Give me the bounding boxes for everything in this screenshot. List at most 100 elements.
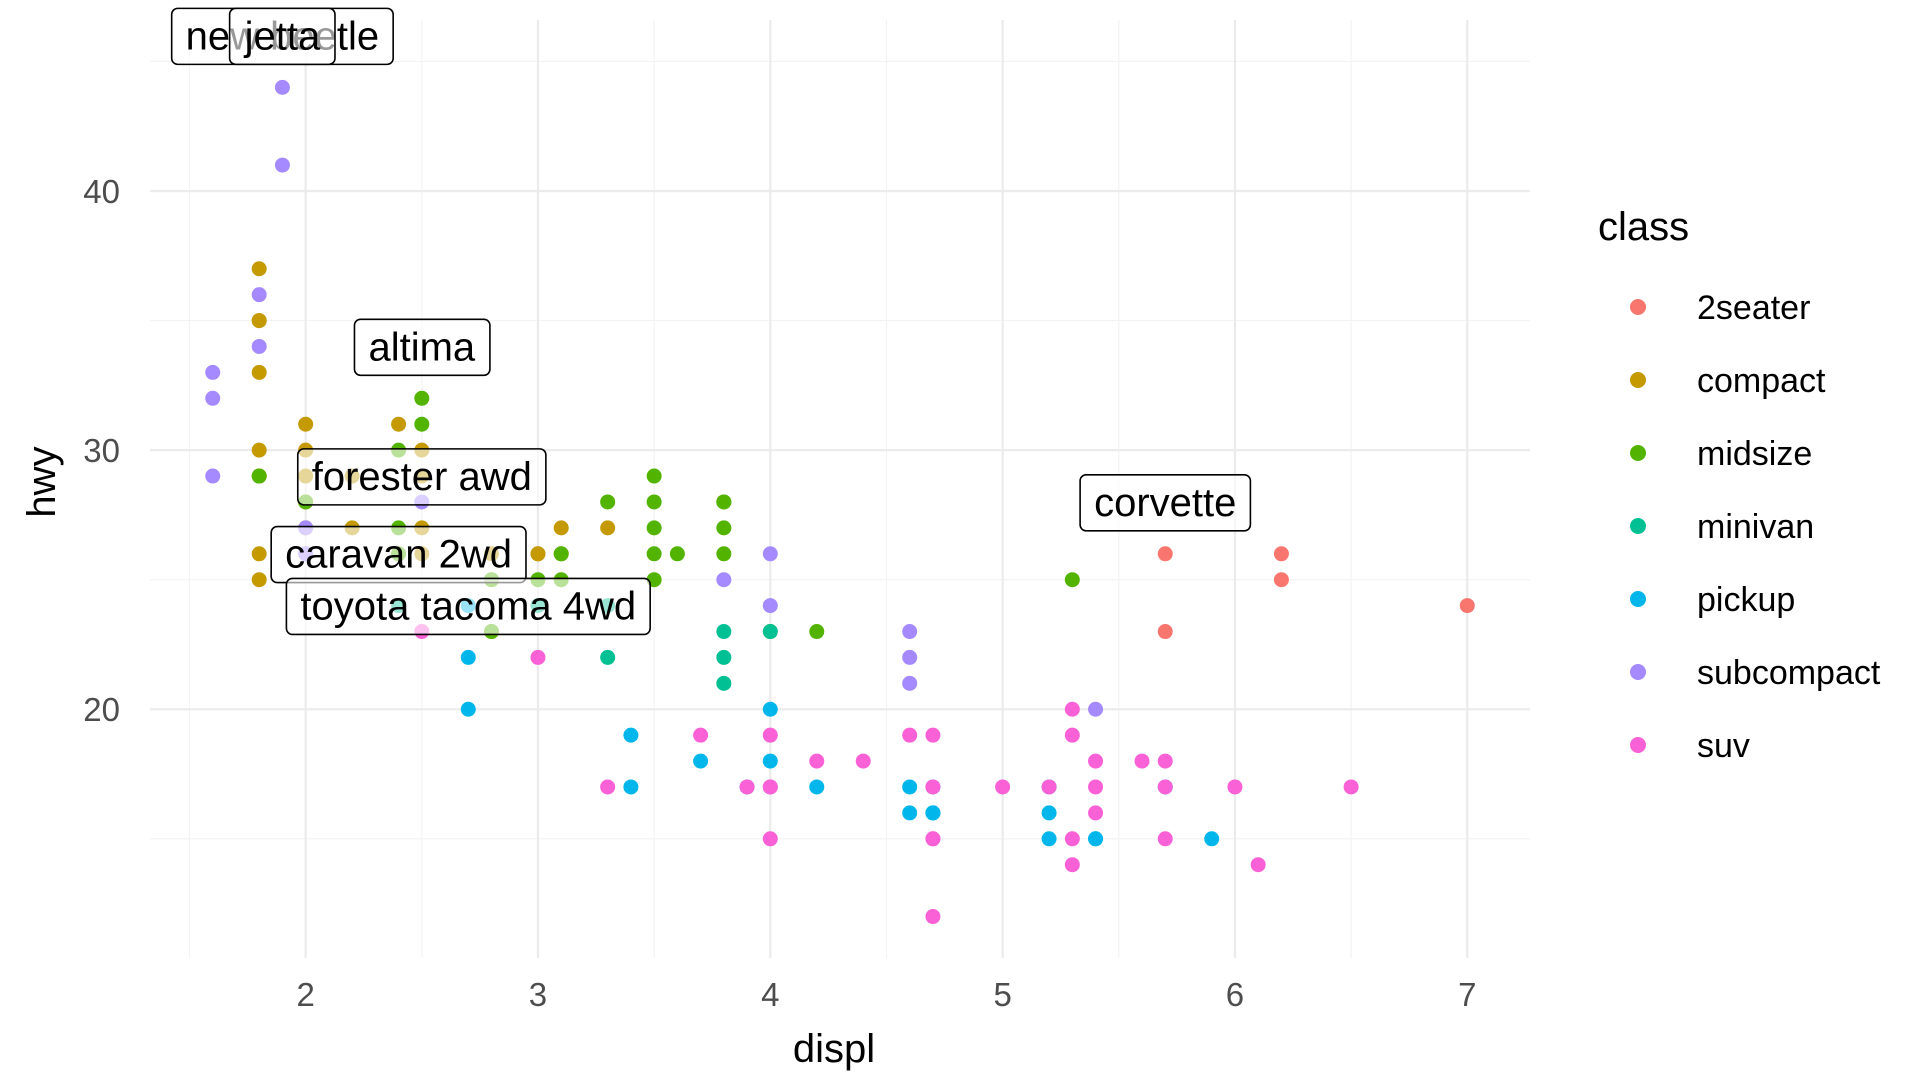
point-suv — [1041, 779, 1057, 795]
point-2seater — [1273, 572, 1289, 588]
y-tick-label: 20 — [83, 691, 120, 728]
point-subcompact — [716, 572, 732, 588]
point-subcompact — [251, 287, 267, 303]
point-midsize — [646, 520, 662, 536]
point-midsize — [553, 546, 569, 562]
point-compact — [251, 261, 267, 277]
point-compact — [391, 416, 407, 432]
point-suv — [1088, 805, 1104, 821]
point-midsize — [716, 494, 732, 510]
legend-label-pickup: pickup — [1697, 581, 1795, 619]
point-suv — [925, 727, 941, 743]
x-tick-label: 3 — [529, 976, 547, 1013]
legend-label-2seater: 2seater — [1697, 289, 1810, 327]
annotation-text: forester awd — [312, 455, 532, 499]
point-pickup — [1041, 831, 1057, 847]
point-pickup — [460, 701, 476, 717]
point-subcompact — [902, 649, 918, 665]
legend-swatch-minivan — [1630, 518, 1646, 534]
point-midsize — [251, 468, 267, 484]
point-subcompact — [274, 79, 290, 95]
point-compact — [251, 546, 267, 562]
point-compact — [600, 520, 616, 536]
point-suv — [762, 779, 778, 795]
point-suv — [530, 649, 546, 665]
legend: class 2seater compact midsize minivan pickup… — [1598, 205, 1881, 765]
point-subcompact — [762, 598, 778, 614]
annotation-label: altima — [353, 318, 491, 377]
point-2seater — [1273, 546, 1289, 562]
point-suv — [925, 831, 941, 847]
point-pickup — [623, 727, 639, 743]
point-subcompact — [251, 338, 267, 354]
point-suv — [1088, 779, 1104, 795]
grid-lines — [150, 20, 1530, 958]
point-subcompact — [205, 364, 221, 380]
point-suv — [739, 779, 755, 795]
point-midsize — [716, 546, 732, 562]
point-suv — [1064, 857, 1080, 873]
point-pickup — [1041, 805, 1057, 821]
y-tick-label: 40 — [83, 173, 120, 210]
point-suv — [762, 727, 778, 743]
point-minivan — [716, 624, 732, 640]
point-minivan — [600, 649, 616, 665]
point-midsize — [414, 390, 430, 406]
legend-label-minivan: minivan — [1697, 508, 1814, 546]
annotation-label: jetta — [228, 7, 336, 66]
point-suv — [902, 727, 918, 743]
point-2seater — [1459, 598, 1475, 614]
legend-title: class — [1598, 205, 1689, 249]
legend-swatch-suv — [1630, 737, 1646, 753]
point-suv — [1064, 727, 1080, 743]
point-pickup — [902, 779, 918, 795]
point-suv — [1250, 857, 1266, 873]
point-pickup — [693, 753, 709, 769]
point-midsize — [716, 520, 732, 536]
legend-swatch-midsize — [1630, 445, 1646, 461]
point-annotations: new beetlejettaaltimaforester awdcaravan… — [170, 7, 1252, 636]
legend-swatch-2seater — [1630, 299, 1646, 315]
point-subcompact — [902, 675, 918, 691]
point-subcompact — [205, 468, 221, 484]
legend-label-compact: compact — [1697, 362, 1826, 400]
point-suv — [1157, 831, 1173, 847]
annotation-box — [353, 318, 491, 377]
point-midsize — [669, 546, 685, 562]
point-suv — [762, 831, 778, 847]
point-subcompact — [762, 546, 778, 562]
point-subcompact — [1088, 701, 1104, 717]
point-compact — [530, 546, 546, 562]
x-tick-label: 4 — [761, 976, 779, 1013]
point-suv — [1064, 701, 1080, 717]
point-compact — [251, 572, 267, 588]
point-pickup — [460, 649, 476, 665]
point-suv — [1157, 779, 1173, 795]
point-midsize — [646, 546, 662, 562]
point-subcompact — [205, 390, 221, 406]
legend-swatch-subcompact — [1630, 664, 1646, 680]
annotation-text: corvette — [1094, 481, 1236, 525]
annotation-text: altima — [368, 325, 475, 369]
point-midsize — [600, 494, 616, 510]
point-2seater — [1157, 546, 1173, 562]
legend-entries: 2seater compact midsize minivan pickup subcom… — [1630, 289, 1881, 765]
y-tick-label: 30 — [83, 432, 120, 469]
x-tick-label: 7 — [1458, 976, 1476, 1013]
annotation-label: caravan 2wd — [270, 525, 527, 584]
y-axis-title: hwy — [20, 446, 64, 517]
annotation-label: toyota tacoma 4wd — [285, 577, 651, 636]
annotation-label: corvette — [1079, 473, 1252, 532]
x-tick-label: 5 — [993, 976, 1011, 1013]
point-suv — [1157, 753, 1173, 769]
point-suv — [855, 753, 871, 769]
legend-swatch-compact — [1630, 372, 1646, 388]
point-suv — [600, 779, 616, 795]
point-suv — [809, 753, 825, 769]
point-pickup — [925, 805, 941, 821]
point-suv — [1134, 753, 1150, 769]
point-midsize — [646, 468, 662, 484]
x-tick-label: 2 — [296, 976, 314, 1013]
annotation-box — [296, 448, 547, 506]
